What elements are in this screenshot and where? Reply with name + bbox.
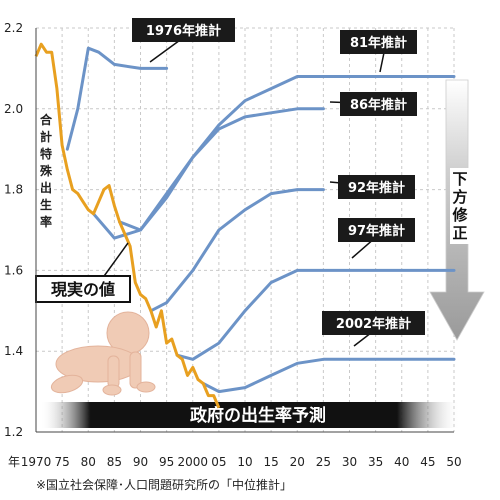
x-tick-label: 40 xyxy=(394,455,409,469)
x-tick-label: 95 xyxy=(159,455,174,469)
x-tick-label: 90 xyxy=(133,455,148,469)
revision-label-char: 正 xyxy=(452,224,467,242)
series-label: 97年推計 xyxy=(348,223,405,239)
revision-label-char: 方 xyxy=(452,188,467,206)
revision-label-char: 修 xyxy=(451,206,468,224)
y-axis-title-char: 出 xyxy=(40,180,52,195)
x-axis-title: 年 xyxy=(8,455,20,469)
series-labels: 1976年推計 81年推計 86年推計 92年推計 97年推計 2002年推計 xyxy=(132,18,425,347)
x-tick-label: 05 xyxy=(211,455,226,469)
series-label: 2002年推計 xyxy=(336,316,411,332)
x-tick-label: 10 xyxy=(237,455,252,469)
series-label: 92年推計 xyxy=(348,180,405,196)
y-tick-label: 1.6 xyxy=(4,263,23,277)
series-label-box xyxy=(338,175,415,199)
y-axis-title-char: 殊 xyxy=(39,163,53,178)
series-label-box xyxy=(338,218,415,242)
projection-line xyxy=(175,268,456,361)
y-axis-title-char: 計 xyxy=(40,129,52,144)
projection-line xyxy=(201,357,456,394)
x-tick-label: 35 xyxy=(368,455,383,469)
x-tick-label: 30 xyxy=(342,455,357,469)
series-lines xyxy=(34,42,456,409)
x-tick-label: 80 xyxy=(81,455,96,469)
baby-illustration xyxy=(50,311,156,396)
series-label-box xyxy=(340,30,417,54)
x-tick-label: 85 xyxy=(107,455,122,469)
x-tick-label: 50 xyxy=(446,455,461,469)
series-label-box xyxy=(132,18,235,42)
y-axis-title-char: 特 xyxy=(40,146,52,161)
y-tick-label: 1.4 xyxy=(4,344,23,358)
series-label: 1976年推計 xyxy=(146,23,221,39)
revision-label-bg xyxy=(450,168,470,244)
series-label-box xyxy=(340,92,417,116)
y-tick-label: 2.2 xyxy=(4,21,23,35)
forecast-band xyxy=(40,402,460,428)
y-axis-title-char: 合 xyxy=(40,112,53,127)
axes: 1970 75 80 85 90 95 2000 05 10 15 20 25 30 35 40 45 50 1.… xyxy=(4,21,462,469)
x-tick-label: 15 xyxy=(263,455,278,469)
actual-value-callout: 現実の値 xyxy=(35,242,131,303)
series-label-box xyxy=(322,311,425,335)
x-tick-label: 45 xyxy=(420,455,435,469)
y-tick-label: 1.2 xyxy=(4,425,23,439)
projection-line xyxy=(118,107,325,232)
series-label: 81年推計 xyxy=(350,35,407,51)
y-axis-title-char: 率 xyxy=(40,214,52,229)
y-tick-label: 1.8 xyxy=(4,183,23,197)
x-tick-label: 20 xyxy=(290,455,305,469)
forecast-band-label: 政府の出生率予測 xyxy=(190,405,326,426)
projection-line xyxy=(65,46,169,151)
actual-line xyxy=(34,42,221,409)
x-tick-label: 1970 xyxy=(21,455,52,469)
y-axis-title-char: 生 xyxy=(40,197,52,212)
series-label: 86年推計 xyxy=(350,97,407,113)
x-tick-label: 2000 xyxy=(177,455,208,469)
projection-line xyxy=(149,188,325,313)
x-tick-label: 25 xyxy=(316,455,331,469)
source-note: ※国立社会保障･人口問題研究所の「中位推計」 xyxy=(36,477,292,492)
y-tick-label: 2.0 xyxy=(4,102,23,116)
x-tick-label: 75 xyxy=(54,455,69,469)
revision-label-char: 下 xyxy=(452,170,467,188)
actual-value-label: 現実の値 xyxy=(51,280,115,299)
